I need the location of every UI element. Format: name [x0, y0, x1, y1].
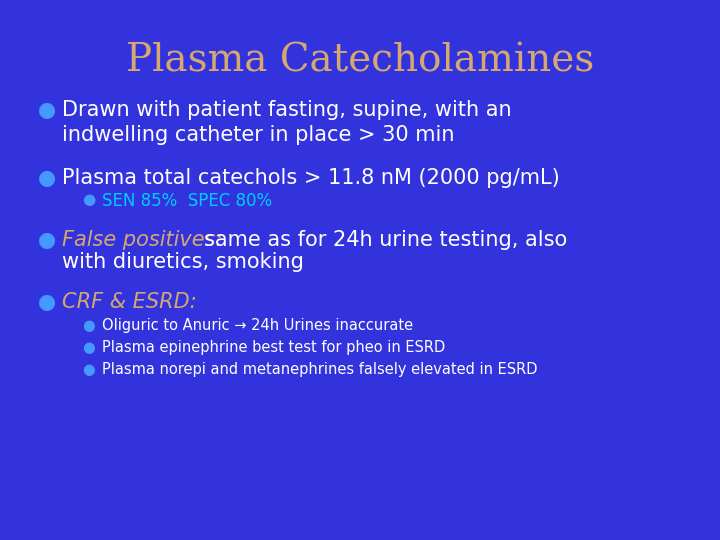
Text: ●: ●	[82, 362, 95, 377]
Text: False positives:: False positives:	[62, 230, 229, 250]
Text: ●: ●	[38, 292, 56, 312]
Text: CRF & ESRD:: CRF & ESRD:	[62, 292, 197, 312]
Text: ●: ●	[82, 340, 95, 355]
Text: Drawn with patient fasting, supine, with an
indwelling catheter in place > 30 mi: Drawn with patient fasting, supine, with…	[62, 100, 512, 145]
Text: Oliguric to Anuric → 24h Urines inaccurate: Oliguric to Anuric → 24h Urines inaccura…	[102, 318, 413, 333]
Text: with diuretics, smoking: with diuretics, smoking	[62, 252, 304, 272]
Text: same as for 24h urine testing, also: same as for 24h urine testing, also	[204, 230, 567, 250]
Text: Plasma norepi and metanephrines falsely elevated in ESRD: Plasma norepi and metanephrines falsely …	[102, 362, 538, 377]
Text: ●: ●	[82, 318, 95, 333]
Text: Plasma total catechols > 11.8 nM (2000 pg/mL): Plasma total catechols > 11.8 nM (2000 p…	[62, 168, 559, 188]
Text: Plasma Catecholamines: Plasma Catecholamines	[126, 42, 594, 79]
Text: ●: ●	[38, 100, 56, 120]
Text: ●: ●	[38, 230, 56, 250]
Text: ●: ●	[82, 192, 95, 207]
Text: ●: ●	[38, 168, 56, 188]
Text: Plasma epinephrine best test for pheo in ESRD: Plasma epinephrine best test for pheo in…	[102, 340, 445, 355]
Text: SEN 85%  SPEC 80%: SEN 85% SPEC 80%	[102, 192, 272, 210]
